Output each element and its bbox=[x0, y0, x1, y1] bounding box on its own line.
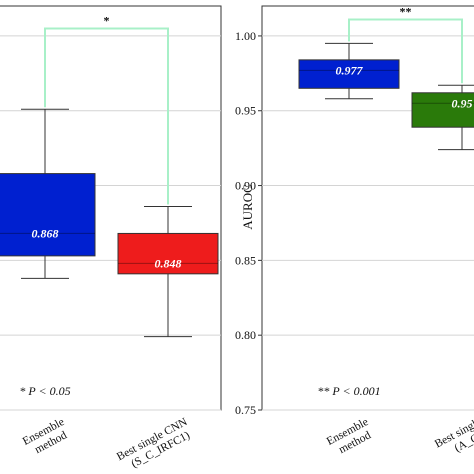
left-panel: 0.868 Ensemblemethod 0.848 Best single CNN(… bbox=[0, 5, 222, 474]
y-tick-label: 0.80 bbox=[235, 328, 256, 342]
box-iqr bbox=[298, 59, 400, 89]
y-tick-label: 0.85 bbox=[235, 253, 256, 267]
median-value-label: 0.848 bbox=[155, 256, 182, 270]
box-iqr bbox=[411, 92, 474, 128]
median-value-label: 0.95 bbox=[452, 96, 473, 110]
x-category-label: Ensemblemethod bbox=[325, 416, 377, 459]
median-value-label: 0.977 bbox=[336, 63, 364, 77]
p-value-note: * P < 0.05 bbox=[19, 384, 70, 398]
y-tick-label: 0.95 bbox=[235, 104, 256, 118]
y-tick-label: 0.90 bbox=[235, 179, 256, 193]
significance-bracket bbox=[348, 18, 463, 84]
x-category-label: Ensemblemethod bbox=[21, 416, 73, 459]
right-panel: 0.75 0.80 0.85 0.90 0.95 1.00 0.977 Ensemblemet… bbox=[235, 4, 474, 462]
box-iqr bbox=[0, 173, 96, 257]
median-value-label: 0.868 bbox=[32, 226, 59, 240]
significance-bracket bbox=[44, 27, 169, 205]
box-iqr bbox=[117, 232, 219, 275]
significance-marker: ** bbox=[400, 4, 412, 18]
p-value-note: ** P < 0.001 bbox=[317, 384, 380, 398]
y-tick-label: 1.00 bbox=[235, 29, 256, 43]
x-category-label: Best single(A_C_ bbox=[433, 416, 474, 462]
y-tick-label: 0.75 bbox=[235, 403, 256, 417]
right-y-axis-title: AUROC bbox=[240, 184, 255, 230]
significance-marker: * bbox=[104, 13, 110, 27]
x-category-label: Best single CNN(S_C_IRFC1) bbox=[115, 416, 196, 474]
